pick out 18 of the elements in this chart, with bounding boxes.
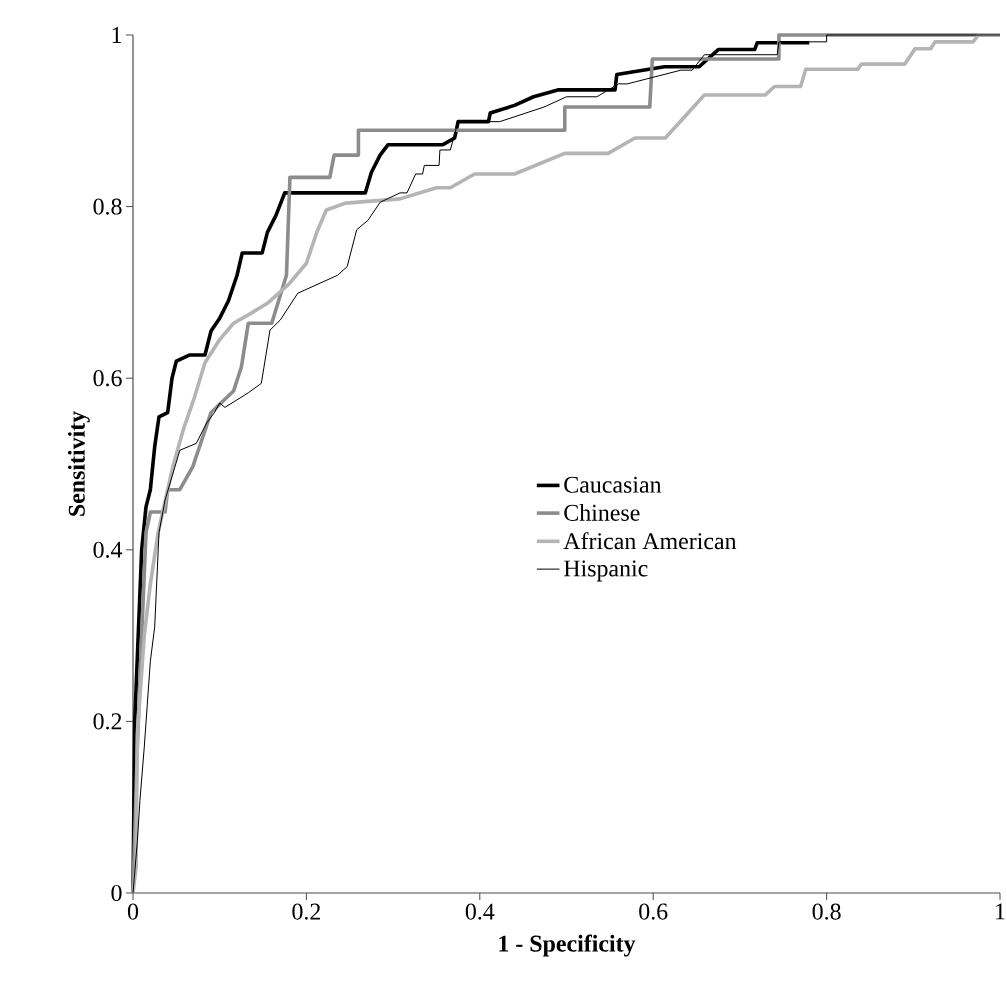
x-tick-label: 0.6 [639,903,668,920]
x-tick-label: 0.4 [465,903,495,920]
y-tick-label: 0 [111,884,122,902]
x-tick-label: 0 [127,903,139,920]
x-tick-label: 1 [996,903,1005,920]
y-axis-title: Sensitivity [68,411,90,516]
y-tick-label: 0.4 [93,541,123,558]
legend-label: Hispanic [563,560,648,582]
y-tick-label: 0.8 [93,198,122,215]
legend-label: Caucasian [564,476,662,493]
y-tick-label: 0.6 [93,370,122,387]
y-tick-label: 1 [112,27,122,43]
legend-label: African American [563,532,737,550]
x-tick-label: 0.2 [292,903,321,920]
x-axis-title: 1 - Specificity [499,934,636,957]
x-tick-label: 0.8 [812,903,841,920]
legend-label: Chinese [564,504,640,521]
y-tick-label: 0.2 [93,713,122,730]
